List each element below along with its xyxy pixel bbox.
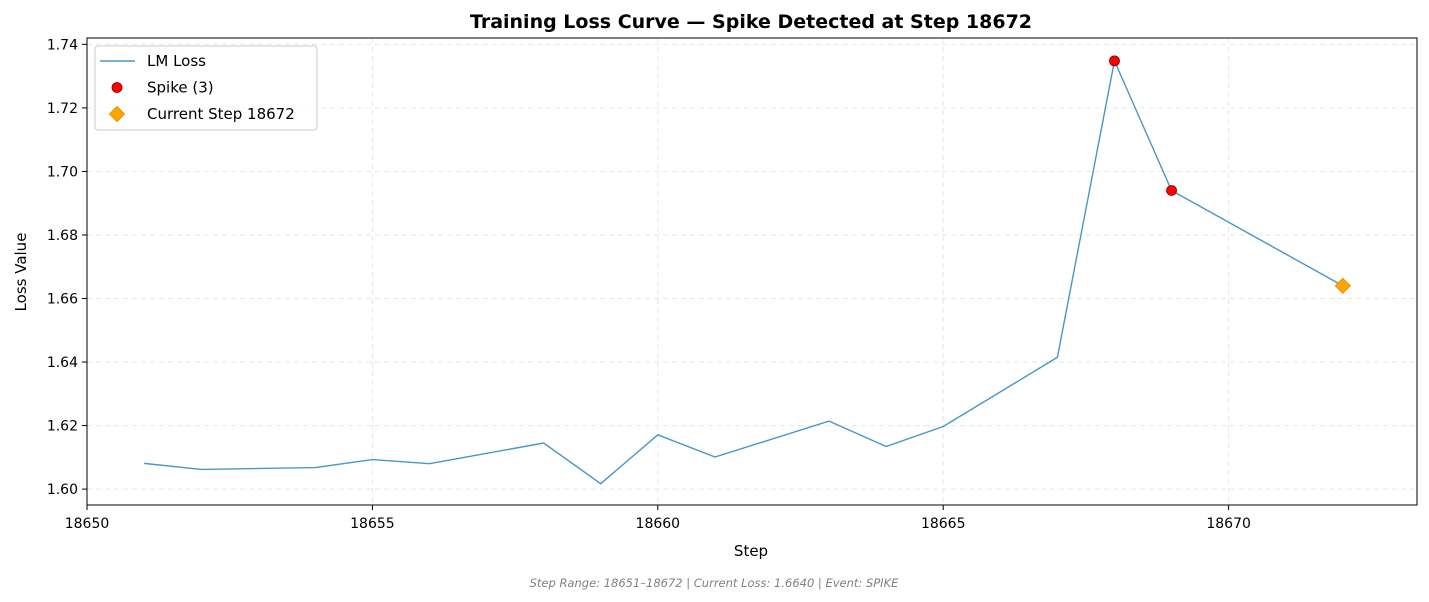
y-tick-label: 1.72 bbox=[47, 101, 78, 117]
footer-text: Step Range: 18651–18672 | Current Loss: … bbox=[530, 576, 899, 590]
series-layer bbox=[144, 55, 1352, 485]
x-tick-label: 18665 bbox=[921, 516, 966, 532]
x-tick-label: 18660 bbox=[636, 516, 681, 532]
lm-loss-line bbox=[144, 58, 1344, 485]
x-tick-label: 18655 bbox=[350, 516, 395, 532]
current-step-marker bbox=[1334, 277, 1352, 295]
chart-title: Training Loss Curve — Spike Detected at … bbox=[470, 11, 1032, 33]
y-tick-label: 1.62 bbox=[47, 419, 78, 435]
y-tick-label: 1.64 bbox=[47, 355, 78, 371]
x-tick-label: 18650 bbox=[65, 516, 110, 532]
legend-entry-0-label: LM Loss bbox=[147, 52, 206, 70]
spike-point bbox=[1109, 55, 1120, 67]
y-axis-title: Loss Value bbox=[12, 233, 30, 312]
legend-box bbox=[94, 45, 318, 131]
y-tick-label: 1.70 bbox=[47, 164, 78, 180]
plot-frame bbox=[86, 37, 1418, 506]
legend-entry-2-label: Current Step 18672 bbox=[147, 105, 295, 123]
y-tick-label: 1.66 bbox=[47, 292, 78, 308]
y-tick-label: 1.74 bbox=[47, 37, 78, 53]
y-tick-label: 1.68 bbox=[47, 228, 78, 244]
legend-entry-1-swatch bbox=[111, 82, 123, 93]
y-tick-label: 1.60 bbox=[47, 482, 78, 498]
spike-point bbox=[1166, 185, 1177, 196]
legend: LM Loss Spike (3) Current Step 18672 bbox=[94, 45, 318, 131]
x-tick-label: 18670 bbox=[1206, 516, 1251, 532]
x-axis-title: Step bbox=[734, 542, 768, 560]
legend-entry-2-swatch bbox=[108, 105, 126, 123]
legend-entry-1-label: Spike (3) bbox=[147, 79, 214, 97]
axes-layer: 18650 18655 18660 18665 18670 1.60 1.62 1.64 1.6… bbox=[47, 37, 1251, 532]
